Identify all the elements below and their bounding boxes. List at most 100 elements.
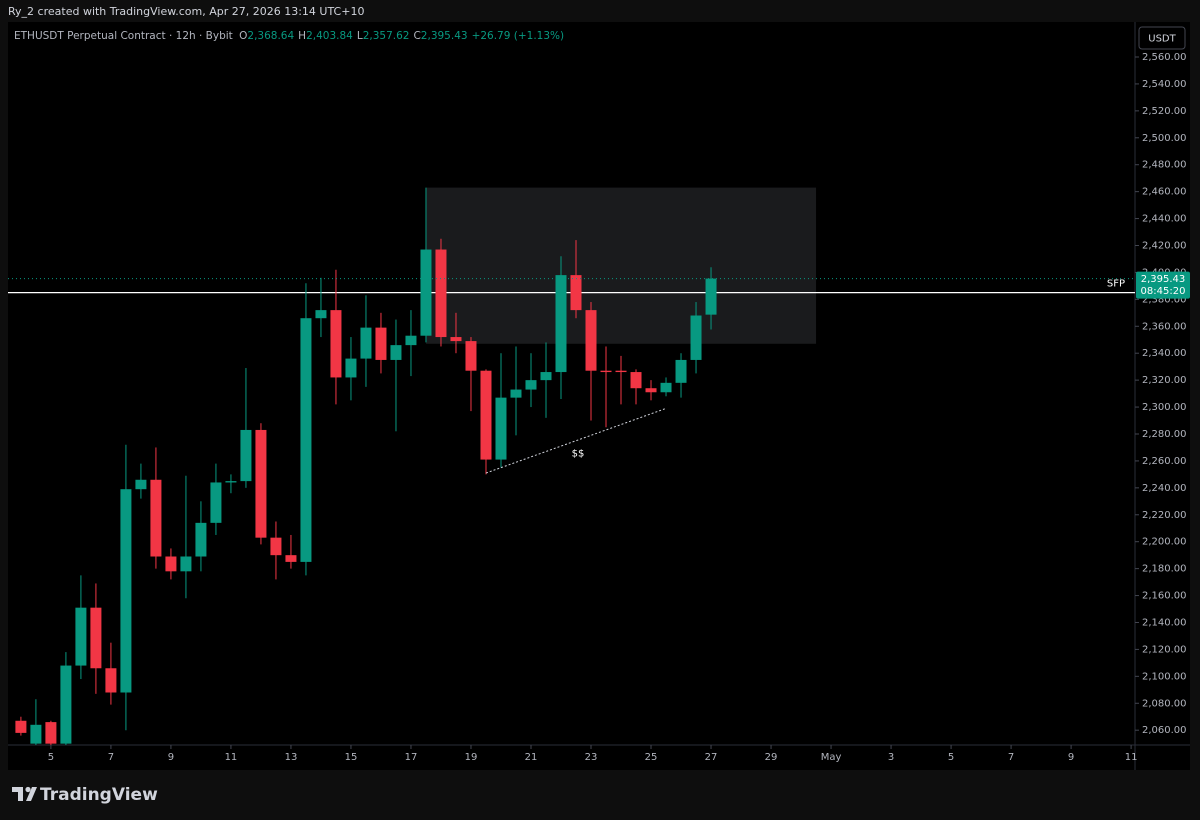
- candle-body: [15, 720, 27, 733]
- currency: USDT: [1148, 34, 1176, 45]
- legend-key: H: [298, 30, 306, 42]
- x-tick-label: 25: [645, 752, 658, 763]
- legend-value: 2,368.64: [247, 30, 294, 42]
- level-label: SFP: [1107, 279, 1125, 290]
- logo-text: TradingView: [40, 785, 158, 805]
- y-tick-label: 2,520.00: [1142, 106, 1187, 117]
- chart-panel: [8, 22, 1190, 770]
- legend-value: 2,403.84: [306, 30, 353, 42]
- candle-body: [525, 380, 537, 390]
- candle-body: [570, 275, 582, 311]
- candle-body: [510, 389, 522, 398]
- y-tick-label: 2,100.00: [1142, 671, 1187, 682]
- candle-body: [705, 278, 717, 315]
- candle-body: [105, 668, 117, 693]
- candle-body: [180, 556, 192, 572]
- y-tick-label: 2,480.00: [1142, 160, 1187, 171]
- candle-body: [300, 318, 312, 562]
- candle-body: [480, 370, 492, 460]
- x-tick-label: 23: [585, 752, 598, 763]
- y-tick-label: 2,080.00: [1142, 698, 1187, 709]
- candle-body: [660, 382, 672, 393]
- y-tick-label: 2,300.00: [1142, 402, 1187, 413]
- candle-body: [615, 370, 627, 373]
- candle-body: [195, 522, 207, 557]
- legend-change: +26.79 (+1.13%): [472, 30, 565, 42]
- logo-dot: [25, 786, 31, 793]
- candle-body: [240, 429, 252, 482]
- y-tick-label: 2,180.00: [1142, 564, 1187, 575]
- x-tick-label: 27: [705, 752, 718, 763]
- candle-body: [390, 345, 402, 360]
- legend-value: 2,357.62: [363, 30, 410, 42]
- y-tick-label: 2,440.00: [1142, 214, 1187, 225]
- candle-body: [270, 537, 282, 556]
- candle-body: [75, 607, 87, 666]
- candle-body: [435, 249, 447, 338]
- candle-body: [540, 372, 552, 381]
- y-tick-label: 2,360.00: [1142, 321, 1187, 332]
- candle-body: [225, 481, 237, 483]
- x-tick-label: May: [821, 752, 842, 763]
- y-tick-label: 2,460.00: [1142, 187, 1187, 198]
- y-tick-label: 2,420.00: [1142, 240, 1187, 251]
- legend-key: C: [413, 30, 420, 42]
- x-tick-label: 9: [168, 752, 174, 763]
- candle-body: [420, 249, 432, 336]
- x-tick-label: 29: [765, 752, 778, 763]
- last-price-label: 2,395.43: [1141, 274, 1186, 285]
- symbol: ETHUSDT Perpetual Contract · 12h · Bybit: [14, 30, 233, 42]
- y-tick-label: 2,140.00: [1142, 617, 1187, 628]
- candle-body: [150, 479, 162, 557]
- candle-body: [690, 315, 702, 360]
- last-price-tag: [1136, 271, 1190, 299]
- candle-body: [495, 397, 507, 460]
- legend-key: L: [357, 30, 363, 42]
- candle-body: [60, 665, 72, 744]
- trendline-label: $$: [572, 449, 585, 460]
- x-tick-label: 21: [525, 752, 538, 763]
- candle-body: [630, 372, 642, 389]
- x-tick-label: 7: [108, 752, 114, 763]
- candle-body: [675, 359, 687, 383]
- candle-body: [360, 327, 372, 359]
- countdown: 08:45:20: [1141, 286, 1186, 297]
- candle-body: [90, 607, 102, 669]
- legend-value: 2,395.43: [421, 30, 468, 42]
- legend: ETHUSDT Perpetual Contract · 12h · Bybit…: [14, 30, 564, 42]
- y-tick-label: 2,560.00: [1142, 52, 1187, 63]
- x-tick-label: 3: [888, 752, 894, 763]
- y-tick-label: 2,340.00: [1142, 348, 1187, 359]
- y-tick-label: 2,240.00: [1142, 483, 1187, 494]
- candle-body: [345, 358, 357, 378]
- candle-body: [210, 482, 222, 523]
- candle-body: [45, 722, 57, 744]
- attribution: Ry_2 created with TradingView.com, Apr 2…: [8, 5, 364, 18]
- candle-body: [450, 337, 462, 342]
- x-tick-label: 11: [1125, 752, 1138, 763]
- candle-body: [585, 310, 597, 371]
- x-tick-label: 17: [405, 752, 418, 763]
- y-tick-label: 2,320.00: [1142, 375, 1187, 386]
- candle-body: [600, 370, 612, 373]
- candle-body: [555, 275, 567, 373]
- x-tick-label: 5: [48, 752, 54, 763]
- y-tick-label: 2,260.00: [1142, 456, 1187, 467]
- x-tick-label: 15: [345, 752, 358, 763]
- y-tick-label: 2,280.00: [1142, 429, 1187, 440]
- candle-body: [135, 479, 147, 490]
- y-tick-label: 2,380.00: [1142, 294, 1187, 305]
- y-tick-label: 2,540.00: [1142, 79, 1187, 90]
- zone: [425, 187, 817, 344]
- x-tick-label: 19: [465, 752, 478, 763]
- candle-body: [30, 724, 42, 744]
- currency-box[interactable]: [1138, 26, 1186, 50]
- candle-body: [285, 555, 297, 562]
- candle-body: [375, 327, 387, 360]
- candle-body: [330, 310, 342, 378]
- x-tick-label: 13: [285, 752, 298, 763]
- y-tick-label: 2,500.00: [1142, 133, 1187, 144]
- y-tick-label: 2,200.00: [1142, 537, 1187, 548]
- candle-body: [315, 310, 327, 319]
